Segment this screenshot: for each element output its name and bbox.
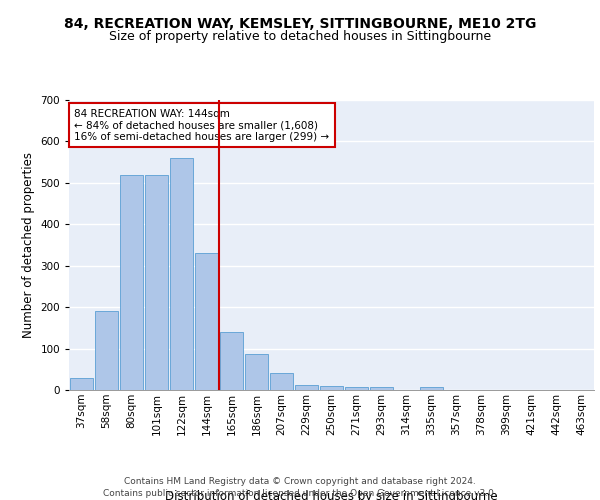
- Bar: [195, 254, 218, 390]
- Bar: [295, 384, 318, 390]
- Bar: [370, 386, 393, 390]
- Text: Contains HM Land Registry data © Crown copyright and database right 2024.
Contai: Contains HM Land Registry data © Crown c…: [103, 476, 497, 498]
- Bar: [145, 174, 168, 390]
- Bar: [95, 312, 118, 390]
- Bar: [420, 386, 443, 390]
- Bar: [120, 174, 143, 390]
- Y-axis label: Number of detached properties: Number of detached properties: [22, 152, 35, 338]
- Bar: [345, 386, 368, 390]
- Text: 84, RECREATION WAY, KEMSLEY, SITTINGBOURNE, ME10 2TG: 84, RECREATION WAY, KEMSLEY, SITTINGBOUR…: [64, 18, 536, 32]
- Bar: [245, 354, 268, 390]
- Bar: [270, 374, 293, 390]
- Text: Size of property relative to detached houses in Sittingbourne: Size of property relative to detached ho…: [109, 30, 491, 43]
- Text: 84 RECREATION WAY: 144sqm
← 84% of detached houses are smaller (1,608)
16% of se: 84 RECREATION WAY: 144sqm ← 84% of detac…: [74, 108, 329, 142]
- Bar: [220, 332, 243, 390]
- X-axis label: Distribution of detached houses by size in Sittingbourne: Distribution of detached houses by size …: [165, 490, 498, 500]
- Bar: [320, 386, 343, 390]
- Bar: [70, 378, 93, 390]
- Bar: [170, 158, 193, 390]
